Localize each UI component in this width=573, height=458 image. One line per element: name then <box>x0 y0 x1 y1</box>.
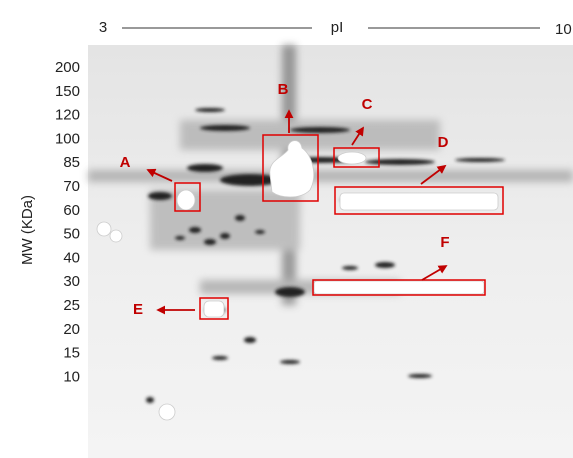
mw-label: 40 <box>63 249 80 266</box>
annotations: A B C D E F <box>120 81 504 320</box>
mw-label: 70 <box>63 178 80 195</box>
mw-label: 85 <box>63 154 80 171</box>
box <box>333 147 380 168</box>
arrow <box>146 168 173 182</box>
mw-label: 100 <box>55 130 80 147</box>
box <box>334 186 504 215</box>
box <box>174 182 201 212</box>
arrow <box>351 126 364 146</box>
mw-label: 25 <box>63 297 80 314</box>
mw-labels: 200 150 120 100 85 70 60 50 40 30 25 20 15 10 <box>55 59 80 385</box>
annotation-label: F <box>440 234 449 251</box>
annotation-label: E <box>133 301 143 318</box>
arrow <box>420 164 447 185</box>
pi-right: 10 <box>555 21 572 38</box>
pi-left: 3 <box>99 19 107 36</box>
mw-label: 10 <box>63 368 80 385</box>
box <box>262 134 319 202</box>
pi-title: pI <box>331 19 344 36</box>
box <box>312 279 486 296</box>
annotation-label: A <box>120 154 131 171</box>
annotation-label: D <box>438 134 449 151</box>
mw-label: 15 <box>63 345 80 362</box>
annotation-label: C <box>362 96 373 113</box>
mw-label: 20 <box>63 321 80 338</box>
arrow <box>421 265 448 281</box>
mw-label: 120 <box>55 107 80 124</box>
annotation-label: B <box>278 81 289 98</box>
mw-label: 150 <box>55 83 80 100</box>
mw-label: 60 <box>63 202 80 219</box>
mw-title: MW (KDa) <box>19 195 36 265</box>
mw-label: 50 <box>63 226 80 243</box>
gel-image <box>88 45 573 458</box>
mw-label: 30 <box>63 273 80 290</box>
mw-label: 200 <box>55 59 80 76</box>
box <box>199 297 229 320</box>
